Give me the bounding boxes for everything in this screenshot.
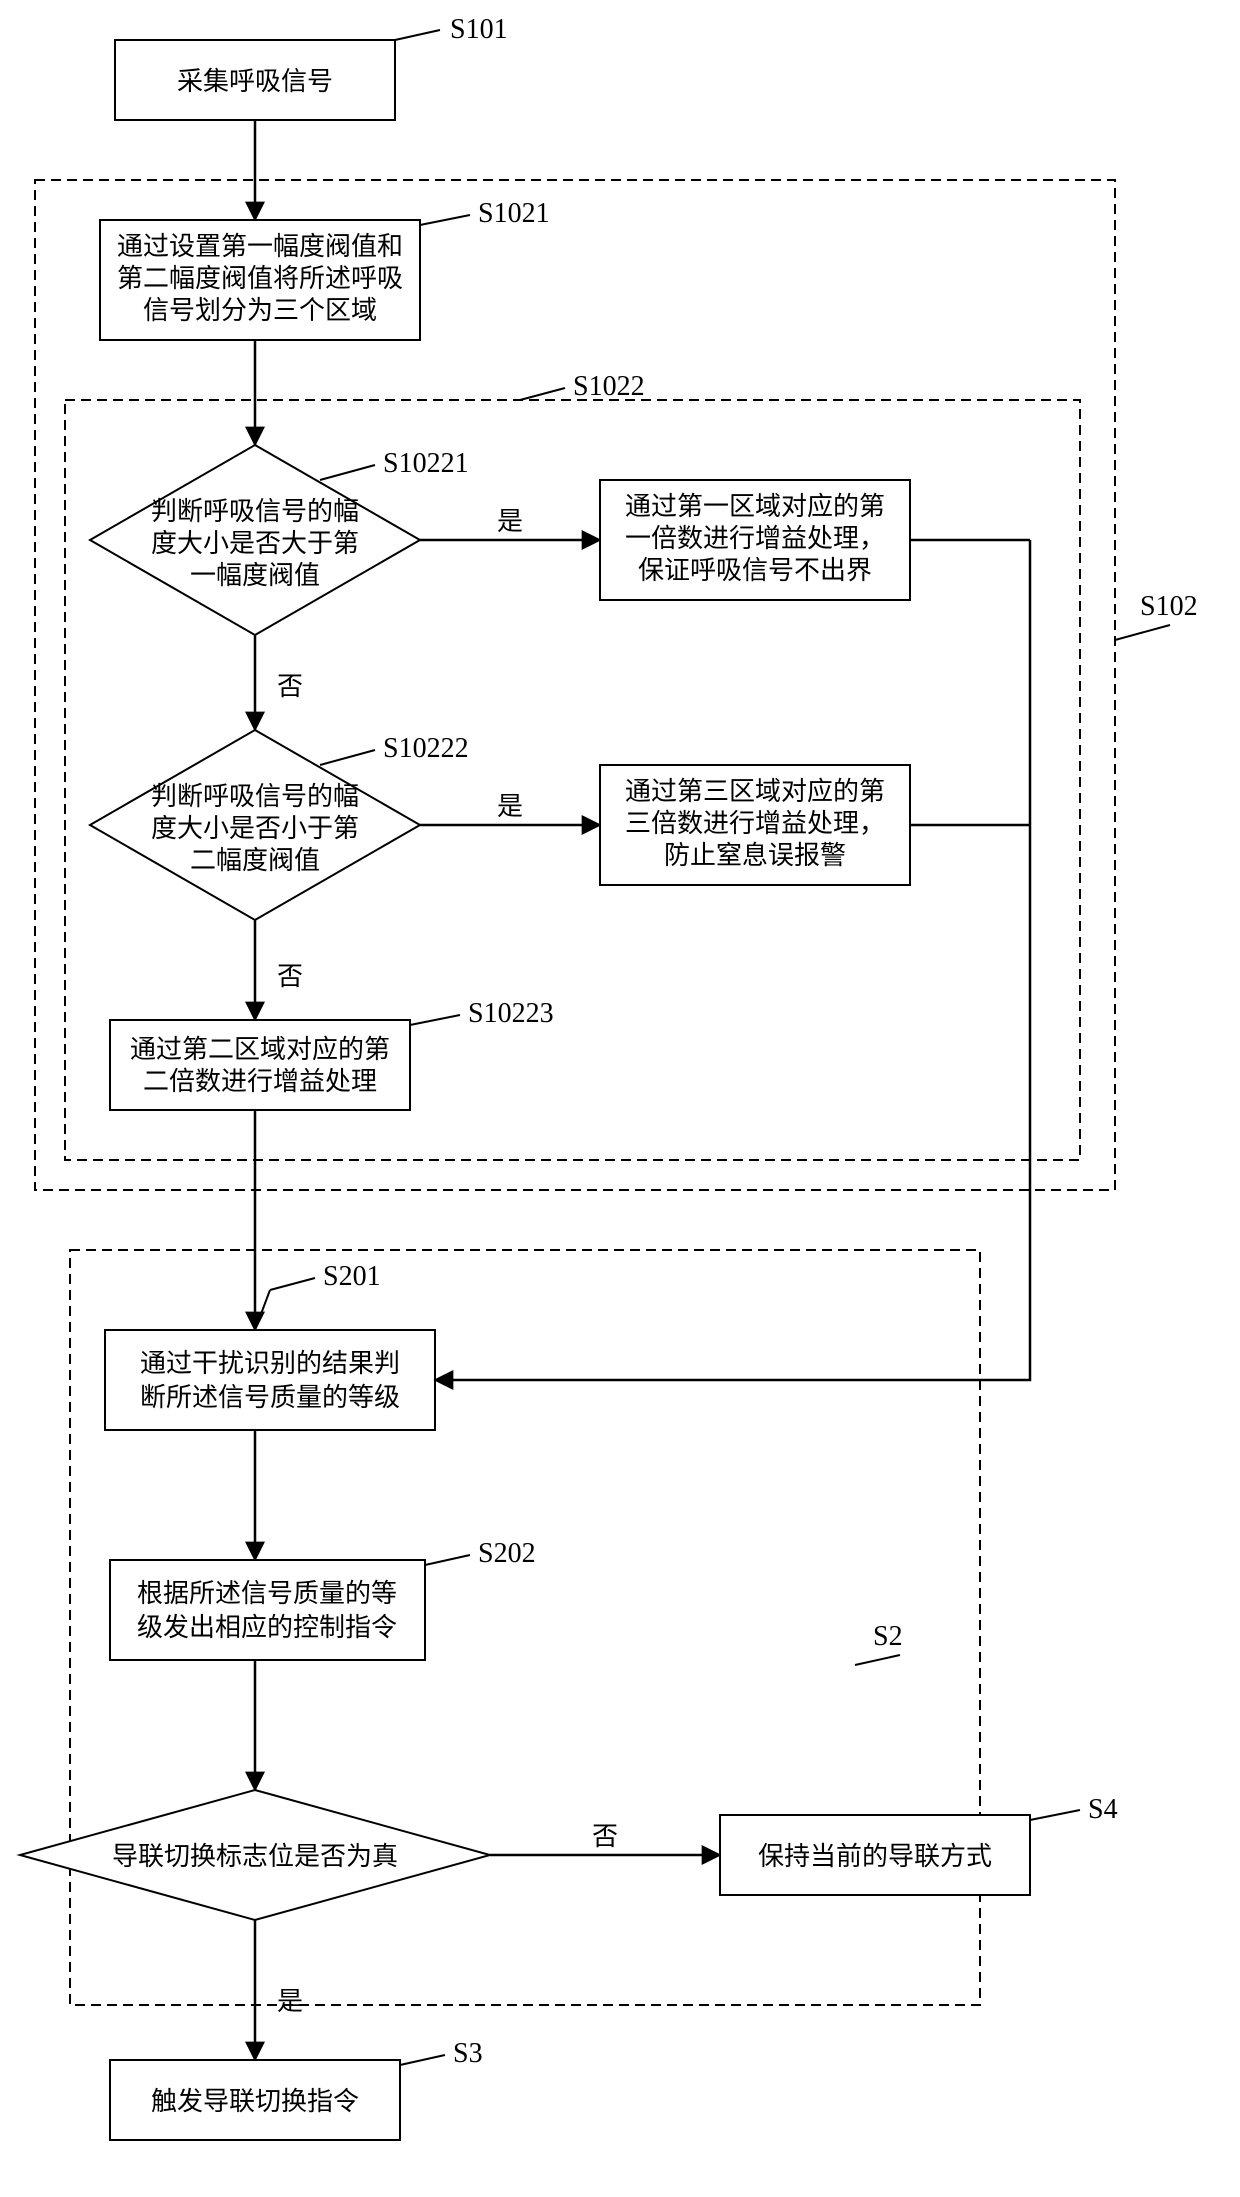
label-s202: S202 [478, 1538, 536, 1569]
node-s10221r-t2: 一倍数进行增益处理， [625, 524, 885, 553]
node-s10222-t1: 判断呼吸信号的幅 [151, 782, 359, 811]
node-s1021-t2: 第二幅度阀值将所述呼吸 [117, 264, 403, 293]
label-s201: S201 [323, 1261, 381, 1292]
label-s2: S2 [873, 1621, 903, 1652]
node-s10221r-t3: 保证呼吸信号不出界 [638, 556, 872, 585]
node-s10222r-t2: 三倍数进行增益处理， [625, 809, 885, 838]
edge-yes-1: 是 [497, 507, 523, 536]
label-s4: S4 [1088, 1794, 1118, 1825]
label-s1021: S1021 [478, 198, 550, 229]
label-s101: S101 [450, 14, 508, 45]
node-s4-text: 保持当前的导联方式 [758, 1842, 992, 1871]
edge-no-3: 否 [592, 1822, 618, 1851]
node-s10222-t2: 度大小是否小于第 [151, 814, 359, 843]
node-s202-t2: 级发出相应的控制指令 [137, 1613, 397, 1642]
node-s2d-text: 导联切换标志位是否为真 [112, 1842, 398, 1871]
node-s10221-t1: 判断呼吸信号的幅 [151, 497, 359, 526]
edge-yes-2: 是 [497, 792, 523, 821]
edge-no-1: 否 [277, 672, 303, 701]
node-s202-t1: 根据所述信号质量的等 [137, 1579, 397, 1608]
label-s1022: S1022 [573, 371, 645, 402]
label-s102: S102 [1140, 591, 1198, 622]
node-s10221r-t1: 通过第一区域对应的第 [625, 492, 885, 521]
node-s202 [110, 1560, 425, 1660]
node-s101-text: 采集呼吸信号 [177, 67, 333, 96]
node-s1021-t3: 信号划分为三个区域 [143, 296, 377, 325]
node-s10222r-t3: 防止窒息误报警 [664, 841, 846, 870]
node-s10221-t3: 一幅度阀值 [190, 561, 320, 590]
node-s201 [105, 1330, 435, 1430]
node-s1021-t1: 通过设置第一幅度阀值和 [117, 232, 403, 261]
node-s10223 [110, 1020, 410, 1110]
node-s10222-t3: 二幅度阀值 [190, 846, 320, 875]
label-s10223: S10223 [468, 998, 554, 1029]
node-s10221-t2: 度大小是否大于第 [151, 529, 359, 558]
node-s201-t1: 通过干扰识别的结果判 [140, 1349, 400, 1378]
node-s201-t2: 断所述信号质量的等级 [140, 1383, 400, 1412]
label-s10221: S10221 [383, 448, 469, 479]
node-s10222r-t1: 通过第三区域对应的第 [625, 777, 885, 806]
edge-no-2: 否 [277, 962, 303, 991]
node-s10223-t2: 二倍数进行增益处理 [143, 1067, 377, 1096]
node-s10223-t1: 通过第二区域对应的第 [130, 1035, 390, 1064]
label-s10222: S10222 [383, 733, 469, 764]
label-s3: S3 [453, 2038, 483, 2069]
node-s3-text: 触发导联切换指令 [151, 2087, 359, 2116]
edge-yes-3: 是 [277, 1987, 303, 2016]
